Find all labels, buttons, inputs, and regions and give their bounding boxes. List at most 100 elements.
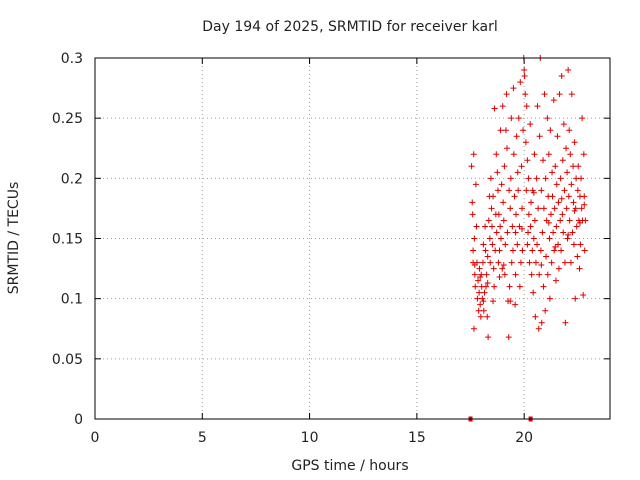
data-point xyxy=(477,301,484,308)
data-point xyxy=(538,261,545,268)
data-point xyxy=(524,157,531,164)
data-point xyxy=(558,73,565,80)
data-point xyxy=(493,229,500,236)
data-point xyxy=(563,205,570,212)
data-point xyxy=(546,295,553,302)
data-point xyxy=(540,205,547,212)
data-point xyxy=(525,211,532,218)
data-point xyxy=(530,189,537,196)
data-point xyxy=(568,91,575,98)
data-point xyxy=(559,211,566,218)
data-point xyxy=(506,283,513,290)
y-tick-label: 0.3 xyxy=(61,51,83,67)
data-point xyxy=(574,187,581,194)
data-point xyxy=(486,235,493,242)
data-point xyxy=(534,103,541,110)
data-point xyxy=(565,193,572,200)
x-axis-label: GPS time / hours xyxy=(291,458,408,474)
data-point xyxy=(470,325,477,332)
data-point xyxy=(551,247,558,254)
data-point xyxy=(470,247,477,254)
y-axis-label: SRMTID / TECUs xyxy=(6,182,22,295)
data-point xyxy=(561,259,568,266)
data-point xyxy=(582,217,589,224)
data-points xyxy=(468,55,589,422)
data-point xyxy=(531,217,538,224)
data-point xyxy=(548,259,555,266)
data-point xyxy=(520,127,527,134)
data-point xyxy=(522,91,529,98)
y-tick-label: 0.2 xyxy=(61,171,83,187)
data-point xyxy=(528,199,535,206)
data-point xyxy=(553,223,560,230)
data-point xyxy=(532,313,539,320)
data-point xyxy=(482,247,489,254)
data-point xyxy=(517,79,524,86)
data-point xyxy=(483,271,490,278)
data-point xyxy=(506,187,513,194)
data-point xyxy=(558,247,565,254)
data-point xyxy=(484,280,491,287)
data-point xyxy=(547,127,554,134)
data-point xyxy=(477,274,484,281)
data-point xyxy=(519,205,526,212)
data-point xyxy=(487,175,494,182)
data-point xyxy=(567,259,574,266)
data-point xyxy=(566,217,573,224)
data-point xyxy=(564,169,571,176)
data-point xyxy=(557,217,564,224)
data-point xyxy=(552,163,559,170)
data-point xyxy=(565,231,572,238)
data-point xyxy=(525,229,532,236)
data-point xyxy=(576,265,583,272)
data-point xyxy=(569,229,576,236)
data-point xyxy=(545,151,552,158)
data-point xyxy=(512,271,519,278)
data-point xyxy=(516,283,523,290)
chart-title: Day 194 of 2025, SRMTID for receiver kar… xyxy=(202,19,498,35)
data-point xyxy=(568,181,575,188)
data-point xyxy=(574,253,581,260)
data-point xyxy=(581,247,588,254)
data-point xyxy=(510,151,517,158)
data-point xyxy=(523,103,530,110)
data-point xyxy=(554,133,561,140)
data-point xyxy=(580,292,587,299)
y-tick-label: 0.1 xyxy=(61,292,83,308)
data-point xyxy=(522,139,529,146)
data-point xyxy=(497,223,504,230)
data-point xyxy=(468,163,475,170)
data-point xyxy=(473,223,480,230)
data-point xyxy=(480,298,487,305)
data-point xyxy=(480,241,487,248)
data-point xyxy=(555,265,562,272)
data-point xyxy=(579,115,586,122)
data-point xyxy=(542,175,549,182)
data-point xyxy=(543,253,550,260)
data-point xyxy=(493,151,500,158)
data-point xyxy=(471,261,478,268)
data-point xyxy=(515,115,522,122)
data-point xyxy=(499,265,506,272)
data-point xyxy=(489,241,496,248)
data-point xyxy=(476,265,483,272)
data-point xyxy=(550,97,557,104)
data-point xyxy=(576,219,583,226)
data-point xyxy=(531,151,538,158)
data-point xyxy=(540,157,547,164)
data-point xyxy=(494,169,501,176)
data-point xyxy=(545,219,552,226)
data-point xyxy=(542,307,549,314)
x-tick-label: 10 xyxy=(301,430,319,446)
data-point xyxy=(550,229,557,236)
data-point xyxy=(541,91,548,98)
data-point xyxy=(524,241,531,248)
data-point xyxy=(570,163,577,170)
data-point xyxy=(546,235,553,242)
data-point xyxy=(566,127,573,134)
data-point xyxy=(521,67,528,74)
data-point xyxy=(552,243,559,250)
data-point xyxy=(480,307,487,314)
data-point xyxy=(526,259,533,266)
x-tick-label: 20 xyxy=(515,430,533,446)
